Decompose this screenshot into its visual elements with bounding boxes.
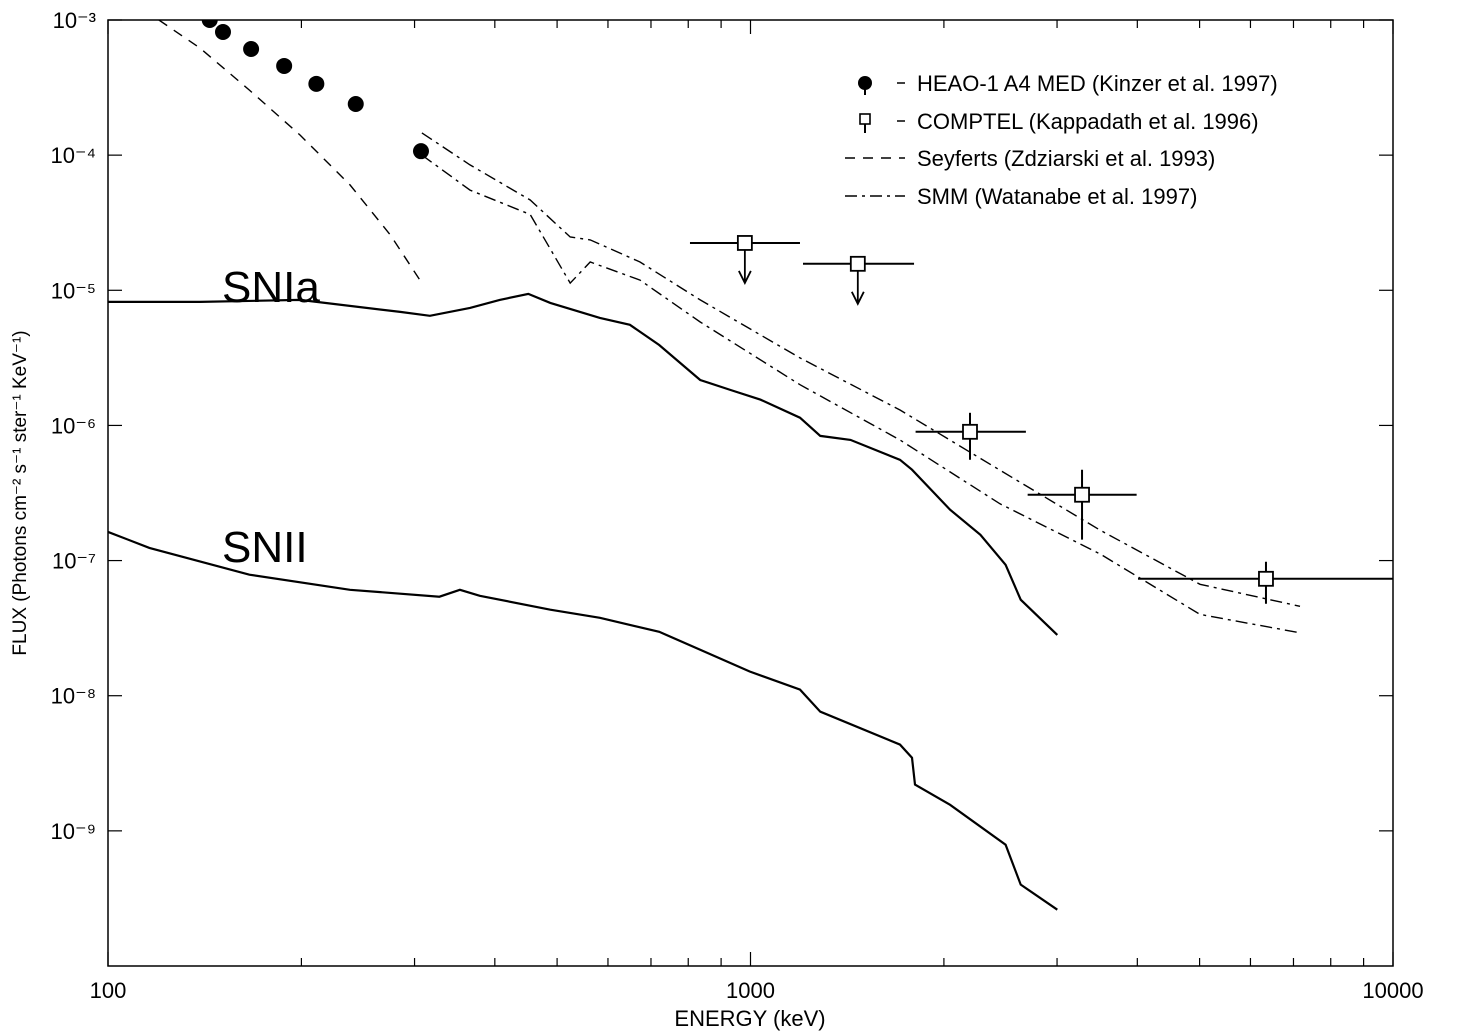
x-tick-label: 100: [90, 978, 127, 1003]
line: [108, 530, 1058, 911]
legend-label: HEAO-1 A4 MED (Kinzer et al. 1997): [917, 71, 1278, 96]
x-tick-label: 10000: [1362, 978, 1423, 1003]
curve-label: SNIa: [222, 263, 320, 312]
line: [421, 132, 1301, 607]
y-tick-label: 10⁻⁵: [51, 278, 96, 303]
legend-label: Seyferts (Zdziarski et al. 1993): [917, 146, 1215, 171]
y-tick-label: 10⁻⁴: [50, 143, 96, 168]
plot-area: [108, 20, 1393, 911]
x-tick-label: 1000: [726, 978, 775, 1003]
y-tick-label: 10⁻⁷: [52, 549, 96, 574]
line-lower: [421, 154, 1301, 634]
curve-label: SNII: [222, 523, 308, 572]
legend-symbol: [858, 76, 872, 90]
data-point: [308, 75, 325, 92]
data-point: [201, 20, 218, 28]
x-axis-label: ENERGY (keV): [674, 1006, 825, 1031]
y-tick-label: 10⁻⁸: [51, 684, 96, 709]
data-point: [962, 423, 978, 440]
data-point: [849, 255, 866, 272]
data-point: [214, 24, 231, 41]
y-tick-label: 10⁻³: [53, 8, 96, 33]
data-point: [736, 235, 753, 251]
line: [108, 292, 1059, 636]
data-point: [412, 143, 429, 160]
data-point: [243, 41, 260, 58]
legend-symbol: [859, 113, 871, 125]
legend-label: COMPTEL (Kappadath et al. 1996): [917, 109, 1259, 134]
data-point: [1258, 570, 1274, 587]
y-axis-label: FLUX (Photons cm⁻² s⁻¹ ster⁻¹ KeV⁻¹): [10, 330, 31, 655]
legend-label: SMM (Watanabe et al. 1997): [917, 184, 1197, 209]
data-point: [276, 57, 293, 74]
data-point: [347, 96, 364, 113]
data-point: [1074, 486, 1090, 503]
y-tick-label: 10⁻⁹: [50, 819, 96, 844]
line: [158, 20, 423, 284]
y-tick-label: 10⁻⁶: [51, 413, 96, 438]
